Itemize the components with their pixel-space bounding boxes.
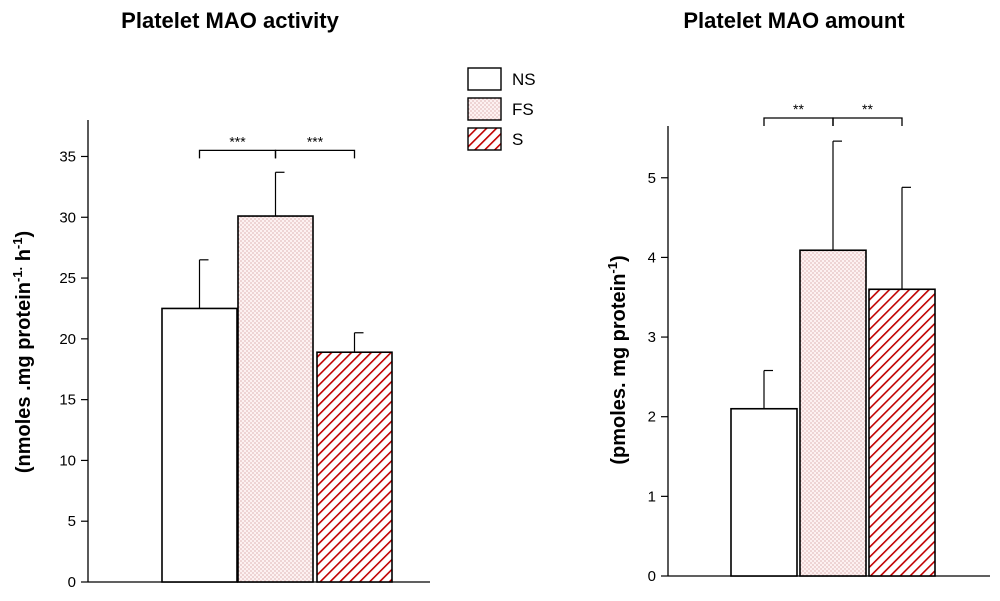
- bars: [730, 140, 936, 577]
- y-tick-label: 0: [68, 574, 76, 591]
- y-tick-label: 30: [59, 209, 76, 226]
- significance-brackets: *** ***: [198, 133, 356, 159]
- legend-label: FS: [512, 100, 534, 119]
- significance-label: **: [793, 101, 804, 117]
- bar-ns: [161, 307, 238, 583]
- y-tick-label: 20: [59, 331, 76, 348]
- significance-bracket: [832, 117, 903, 127]
- bar-fs: [799, 249, 867, 577]
- y-tick-label: 0: [648, 568, 656, 585]
- y-tick-label: 35: [59, 148, 76, 165]
- y-axis-label: (pmoles. mg protein-1): [605, 255, 630, 464]
- significance-label: **: [862, 101, 873, 117]
- y-tick-label: 5: [648, 170, 656, 187]
- y-tick-label: 3: [648, 329, 656, 346]
- legend-swatch-ns: [467, 67, 502, 91]
- y-tick-label: 2: [648, 409, 656, 426]
- significance-label: ***: [307, 133, 324, 149]
- legend-swatch-fs: [467, 97, 502, 121]
- significance-bracket: [198, 149, 277, 159]
- y-tick-label: 10: [59, 452, 76, 469]
- y-tick-label: 15: [59, 392, 76, 409]
- y-axis-label: (nmoles .mg protein-1. h-1): [10, 231, 35, 473]
- chart-title: Platelet MAO amount: [683, 8, 905, 33]
- chart-activity: Platelet MAO activity (nmoles .mg protei…: [10, 8, 430, 591]
- significance-bracket: [274, 149, 356, 159]
- chart-title: Platelet MAO activity: [121, 8, 339, 33]
- y-tick-label: 5: [68, 513, 76, 530]
- legend-label: S: [512, 130, 523, 149]
- y-tick-label: 1: [648, 488, 656, 505]
- legend: NS FS S: [467, 67, 536, 151]
- bar-s: [316, 351, 393, 583]
- legend-swatch-s: [467, 127, 502, 151]
- y-tick-label: 25: [59, 270, 76, 287]
- bar-ns: [730, 407, 798, 577]
- chart-amount: Platelet MAO amount (pmoles. mg protein-…: [605, 8, 990, 585]
- bars: [161, 171, 393, 583]
- y-tick-label: 4: [648, 249, 656, 266]
- significance-brackets: ** **: [763, 101, 903, 127]
- bar-s: [868, 288, 936, 577]
- legend-label: NS: [512, 70, 536, 89]
- y-axis: 0 5 10 15 20 25 30 35: [59, 120, 430, 591]
- significance-bracket: [763, 117, 834, 127]
- bar-fs: [237, 215, 314, 583]
- significance-label: ***: [229, 133, 246, 149]
